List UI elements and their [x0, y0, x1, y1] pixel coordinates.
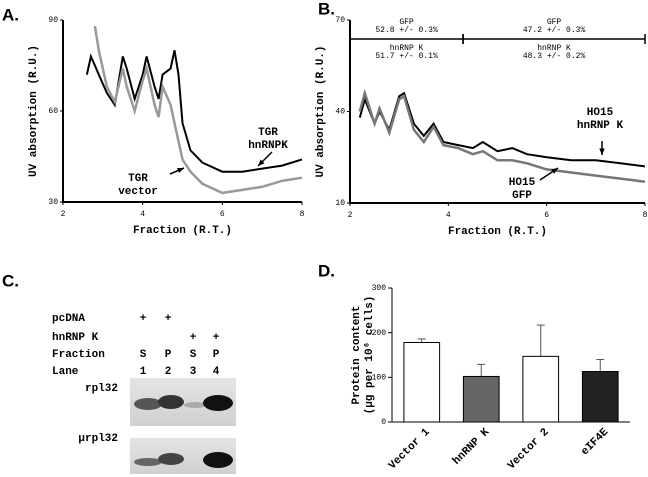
blot-band — [134, 458, 162, 466]
bracket-label: hnRNP K — [390, 44, 424, 53]
annotation: HO15 — [587, 107, 614, 119]
annotation: vector — [118, 186, 158, 198]
y-tick-label: 100 — [372, 373, 387, 382]
arrow-head — [177, 168, 184, 174]
annotation: HO15 — [509, 177, 536, 189]
x-tick-label: Vector 2 — [506, 426, 552, 472]
bracket-label: 48.3 +/- 0.2% — [523, 52, 586, 61]
cell: S — [140, 349, 147, 361]
bracket-label: 51.7 +/- 0.1% — [375, 52, 438, 61]
row-label: pcDNA — [52, 313, 85, 325]
x-tick-label: 8 — [300, 210, 305, 219]
x-tick-label: 2 — [61, 210, 66, 219]
x-axis-label: Fraction (R.T.) — [133, 225, 232, 237]
annotation: GFP — [512, 190, 532, 202]
row-label: hnRNP K — [52, 332, 99, 344]
bracket-label: GFP — [399, 18, 414, 27]
blot-band — [134, 398, 162, 410]
y-tick-label: 200 — [372, 329, 387, 338]
bar — [462, 375, 500, 423]
x-tick-label: 4 — [140, 210, 145, 219]
panel-label: D. — [318, 261, 335, 280]
blot-band — [203, 395, 233, 411]
y-tick-label: 300 — [372, 284, 387, 293]
y-axis-label: (µg per 10⁶ cells) — [364, 296, 376, 415]
bracket-label: hnRNP K — [537, 44, 571, 53]
bracket-label: GFP — [547, 18, 562, 27]
y-axis-label: Protein content — [351, 305, 363, 404]
annotation: TGR — [258, 127, 278, 139]
bracket-label: 52.8 +/- 0.3% — [375, 26, 438, 35]
x-tick-label: hnRNP K — [451, 426, 492, 467]
y-tick-label: 70 — [335, 16, 345, 25]
cell: + — [190, 332, 197, 344]
cell: P — [213, 349, 220, 361]
y-tick-label: 40 — [335, 108, 345, 117]
y-tick-label: 30 — [48, 198, 58, 207]
cell: 2 — [165, 366, 172, 378]
cell: 1 — [140, 366, 147, 378]
annotation: TGR — [128, 173, 148, 185]
arrow-head — [551, 168, 558, 174]
panel-label: C. — [2, 271, 19, 290]
x-tick-label: 8 — [643, 211, 648, 220]
panel-label: B. — [318, 0, 335, 18]
blot-band — [158, 395, 184, 409]
y-axis-label: UV absorption (R.U.) — [28, 45, 40, 177]
cell: + — [140, 313, 147, 325]
blot-band — [184, 402, 206, 408]
row-label: Fraction — [52, 349, 105, 361]
x-tick-label: 4 — [446, 211, 451, 220]
bracket — [349, 34, 464, 44]
cell: P — [165, 349, 172, 361]
cell: 3 — [190, 366, 197, 378]
panel-label: A. — [2, 5, 19, 24]
x-axis-label: Fraction (R.T.) — [448, 226, 547, 238]
series-line — [93, 25, 302, 195]
arrow-head — [599, 148, 605, 155]
cell: S — [190, 349, 197, 361]
y-tick-label: 90 — [48, 16, 58, 25]
bracket — [462, 34, 646, 44]
y-axis-label: UV absorption (R.U.) — [315, 45, 327, 177]
cell: + — [213, 332, 220, 344]
blot-band — [158, 453, 184, 465]
row-label: Lane — [52, 366, 79, 378]
cell: + — [165, 313, 172, 325]
x-tick-label: Vector 1 — [387, 426, 433, 472]
bracket-label: 47.2 +/- 0.3% — [523, 26, 586, 35]
bar — [581, 371, 619, 423]
bar — [403, 341, 441, 423]
x-tick-label: 6 — [220, 210, 225, 219]
series-line — [85, 50, 302, 173]
cell: 4 — [213, 366, 220, 378]
blot-band — [203, 452, 233, 468]
series-line — [358, 88, 645, 183]
y-tick-label: 10 — [335, 199, 345, 208]
blot-label: rpl32 — [85, 383, 118, 395]
x-tick-label: eIF4E — [579, 426, 611, 458]
bar — [522, 355, 560, 423]
x-tick-label: 6 — [544, 211, 549, 220]
y-tick-label: 0 — [381, 418, 386, 427]
y-tick-label: 60 — [48, 107, 58, 116]
x-tick-label: 2 — [348, 211, 353, 220]
annotation: hnRNP K — [577, 120, 624, 132]
blot-label: µrpl32 — [78, 433, 118, 445]
annotation: hnRNPK — [248, 140, 288, 152]
arrow-head — [258, 159, 265, 166]
